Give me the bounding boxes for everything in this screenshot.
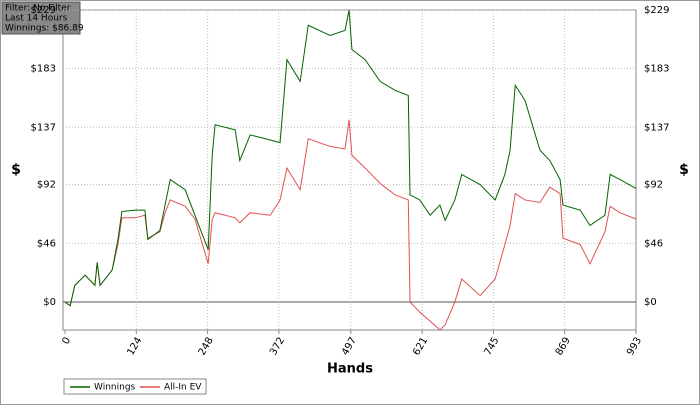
- y-tick-label: $137: [31, 122, 56, 133]
- x-axis-label: Hands: [327, 362, 373, 377]
- info-box: [1, 1, 81, 35]
- series-line: [64, 119, 636, 330]
- y-axis-label: $: [679, 162, 689, 178]
- y-tick-label: $137: [644, 122, 669, 133]
- y-tick-label: $0: [644, 297, 657, 308]
- x-tick-label: 0: [60, 336, 73, 347]
- legend-label: All-In EV: [164, 383, 202, 393]
- y-tick-label: $229: [31, 5, 56, 16]
- legend-label: Winnings: [94, 383, 136, 393]
- series-line: [64, 10, 636, 307]
- y-tick-label: $92: [644, 180, 663, 191]
- y-tick-label: $92: [37, 180, 56, 191]
- y-tick-label: $229: [644, 5, 669, 16]
- y-tick-label: $0: [43, 297, 56, 308]
- y-tick-label: $46: [37, 238, 56, 249]
- y-axis-label: $: [11, 162, 21, 178]
- y-tick-label: $183: [644, 64, 669, 75]
- annotation: Last 14 Hours: [5, 14, 68, 24]
- y-tick-label: $183: [31, 64, 56, 75]
- y-tick-label: $46: [644, 238, 663, 249]
- legend: [63, 378, 207, 395]
- annotation: Winnings: $86.89: [5, 24, 84, 34]
- annotation: Filter: No Filter: [5, 4, 71, 14]
